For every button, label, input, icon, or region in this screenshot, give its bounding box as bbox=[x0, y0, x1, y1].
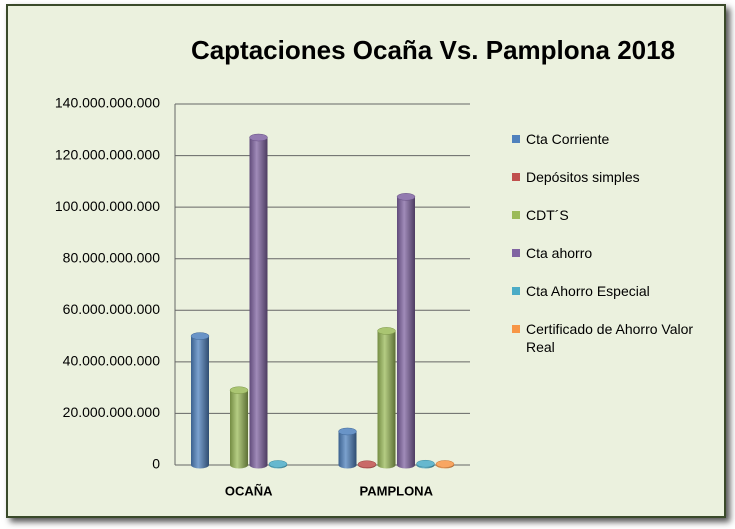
bar bbox=[396, 193, 416, 469]
bar-top bbox=[268, 460, 288, 468]
bar-top bbox=[396, 193, 416, 201]
bar-top bbox=[435, 460, 455, 468]
legend-label: Cta Corriente bbox=[526, 131, 610, 147]
bar bbox=[357, 460, 377, 469]
legend-label: CDT´S bbox=[526, 207, 569, 223]
legend-label: Cta ahorro bbox=[526, 245, 593, 261]
bar bbox=[249, 133, 268, 469]
legend-label: Cta Ahorro Especial bbox=[526, 283, 650, 299]
y-tick-label: 40.000.000.000 bbox=[63, 353, 161, 369]
legend-swatch bbox=[512, 325, 520, 333]
chart-frame bbox=[6, 4, 726, 518]
legend-entry: Cta Ahorro Especial bbox=[512, 282, 712, 300]
legend: Cta Corriente Depósitos simples CDT´S Cta a… bbox=[512, 130, 712, 376]
bar bbox=[229, 386, 249, 469]
y-tick-label: 80.000.000.000 bbox=[63, 249, 161, 265]
legend-label: Depósitos simples bbox=[526, 169, 640, 185]
bar-top bbox=[249, 133, 268, 142]
bar-top bbox=[229, 386, 249, 394]
bar-body bbox=[377, 330, 396, 465]
y-tick-label: 0 bbox=[152, 456, 160, 472]
legend-entry: CDT´S bbox=[512, 206, 712, 224]
bar-top bbox=[338, 427, 357, 436]
legend-entry: Cta Corriente bbox=[512, 130, 712, 148]
y-tick-label: 100.000.000.000 bbox=[55, 198, 160, 214]
legend-swatch bbox=[512, 287, 520, 295]
legend-swatch bbox=[512, 135, 520, 143]
chart-title: Captaciones Ocaña Vs. Pamplona 2018 bbox=[191, 35, 675, 65]
bar-body bbox=[338, 431, 357, 465]
bar bbox=[338, 427, 357, 469]
legend-swatch bbox=[512, 211, 520, 219]
legend-swatch bbox=[512, 173, 520, 181]
legend-entry: Cta ahorro bbox=[512, 244, 712, 262]
bar-top bbox=[416, 459, 435, 468]
bar-top bbox=[190, 332, 210, 340]
legend-entry: Depósitos simples bbox=[512, 168, 712, 186]
bar-top bbox=[357, 460, 377, 468]
y-tick-label: 20.000.000.000 bbox=[63, 404, 161, 420]
x-tick-label: OCAÑA bbox=[225, 483, 273, 498]
legend-swatch bbox=[512, 249, 520, 257]
bar-body bbox=[249, 137, 268, 465]
bar bbox=[416, 459, 435, 469]
bar-top bbox=[377, 327, 396, 335]
x-tick-label: PAMPLONA bbox=[360, 483, 434, 498]
legend-entry: Certificado de Ahorro Valor Real bbox=[512, 320, 712, 356]
y-tick-label: 120.000.000.000 bbox=[55, 146, 160, 162]
y-tick-label: 60.000.000.000 bbox=[63, 301, 161, 317]
bar bbox=[268, 460, 288, 469]
bar bbox=[190, 332, 210, 469]
legend-label: Certificado de Ahorro Valor Real bbox=[526, 321, 694, 355]
bar bbox=[377, 327, 396, 469]
bar bbox=[435, 460, 455, 469]
bar-body bbox=[191, 336, 209, 465]
bar-body bbox=[397, 196, 415, 466]
y-tick-label: 140.000.000.000 bbox=[55, 95, 160, 111]
bar-body bbox=[230, 390, 248, 465]
